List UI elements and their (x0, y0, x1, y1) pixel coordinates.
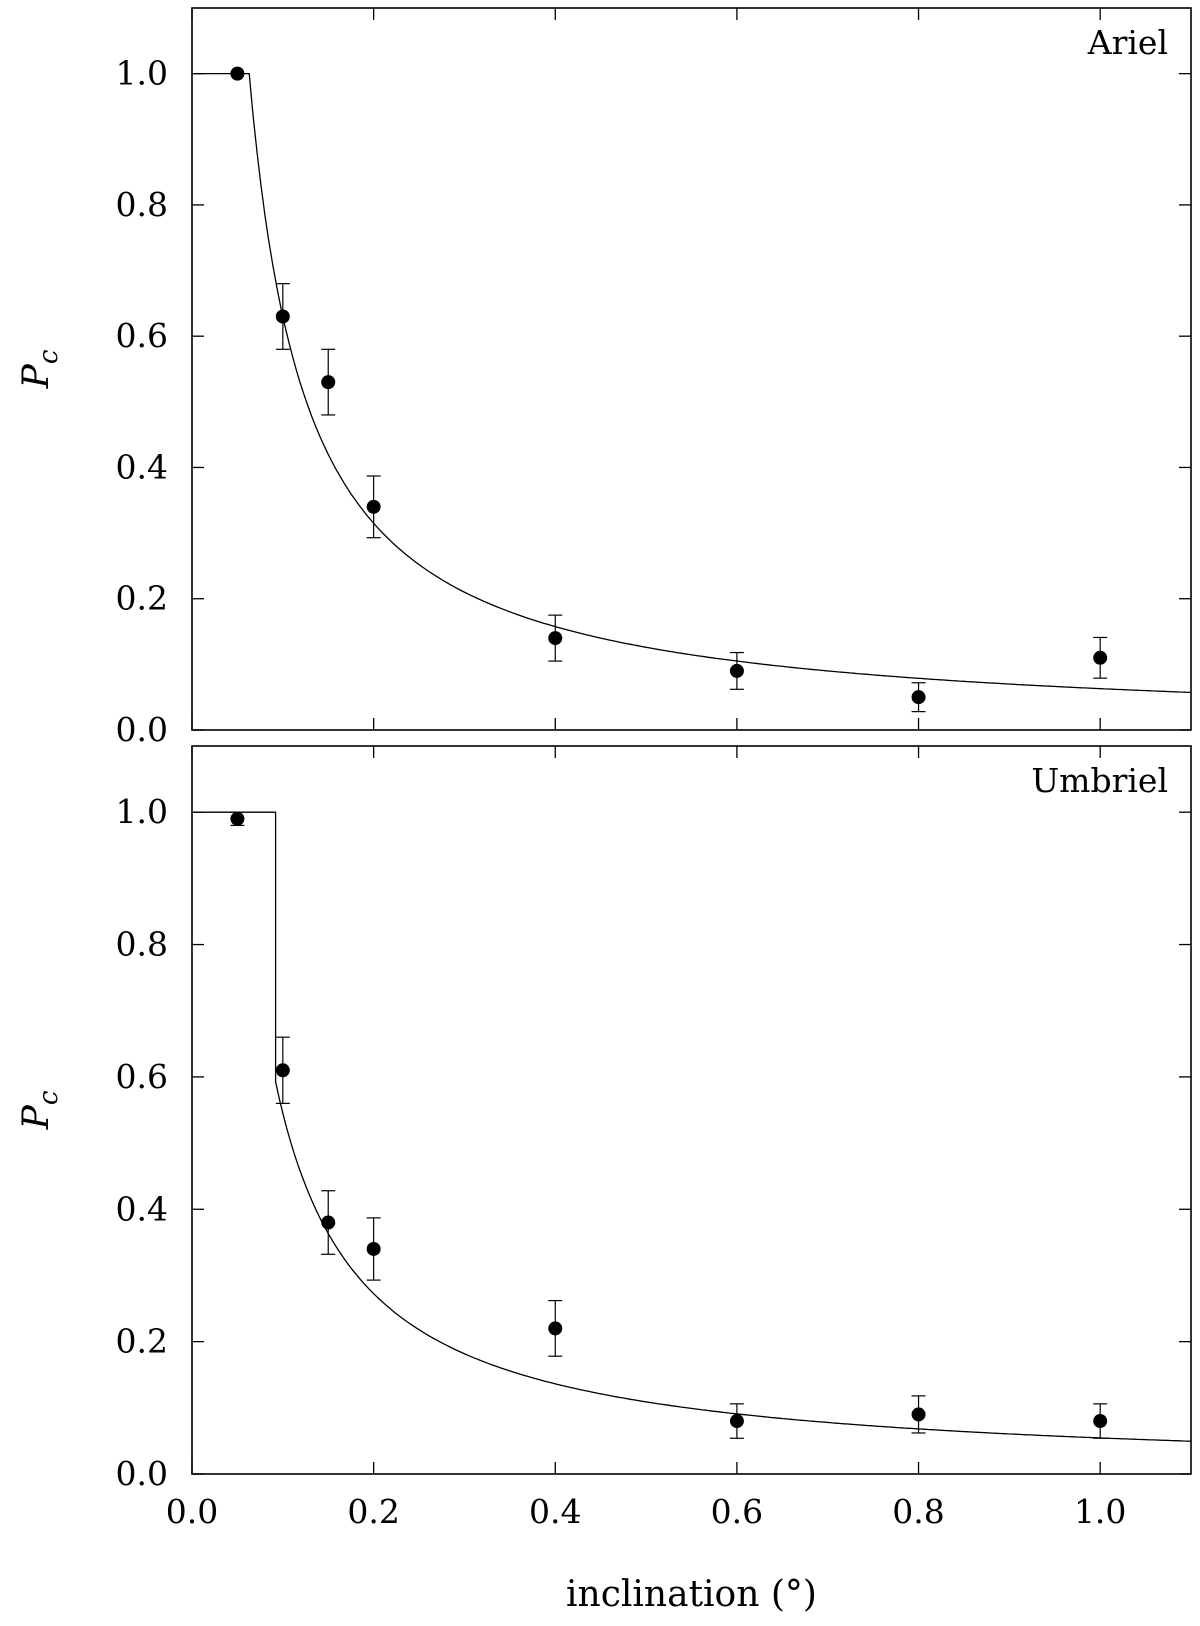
y-tick-label: 0.0 (116, 710, 168, 749)
y-tick-label: 0.4 (116, 1189, 168, 1228)
y-tick-label: 0.2 (116, 579, 168, 618)
x-tick-label: 0.2 (347, 1492, 399, 1531)
y-axis-label-symbol: P (16, 1104, 57, 1130)
x-tick-label: 1.0 (1074, 1492, 1126, 1531)
data-point (321, 1215, 336, 1230)
y-tick-label: 0.6 (116, 1057, 168, 1096)
y-tick-label: 0.6 (116, 316, 168, 355)
data-point (911, 690, 926, 705)
x-tick-label: 0.8 (892, 1492, 944, 1531)
data-point (230, 811, 245, 826)
x-tick-labels: 0.0 0.2 0.4 0.6 0.8 1.0 (166, 1492, 1127, 1531)
y-tick-label: 0.4 (116, 447, 168, 486)
data-point (1093, 1414, 1108, 1429)
panel-umbriel: 0.0 0.2 0.4 0.6 0.8 1.0 0.0 0.2 0.4 0.6 0.8 1.0 Um… (16, 745, 1192, 1615)
data-point (911, 1407, 926, 1422)
y-tick-labels: 0.0 0.2 0.4 0.6 0.8 1.0 (116, 54, 168, 749)
data-point (729, 1414, 744, 1429)
data-point (321, 375, 336, 390)
panel-ariel: 0.0 0.2 0.4 0.6 0.8 1.0 Ariel Pc (16, 7, 1192, 749)
x-tick-label: 0.6 (711, 1492, 763, 1531)
data-point (1093, 650, 1108, 665)
tick-marks (191, 8, 1191, 731)
x-axis-label: inclination (°) (566, 1574, 817, 1615)
y-tick-label: 1.0 (116, 54, 168, 93)
fit-curve (192, 72, 1192, 694)
data-point (275, 309, 290, 324)
fit-curve (192, 811, 1192, 1442)
y-axis-label-subscript: c (34, 349, 64, 364)
data-point (548, 631, 563, 646)
data-point (729, 663, 744, 678)
plot-frame (191, 745, 1192, 1475)
x-tick-label: 0.4 (529, 1492, 581, 1531)
data-point (366, 1241, 381, 1256)
y-tick-label: 0.8 (116, 925, 168, 964)
data-point (366, 499, 381, 514)
y-tick-labels: 0.0 0.2 0.4 0.6 0.8 1.0 (116, 792, 168, 1493)
y-tick-label: 0.8 (116, 185, 168, 224)
data-points (230, 811, 1108, 1439)
data-point (230, 66, 245, 81)
y-axis-label-subscript: c (34, 1090, 64, 1105)
x-tick-label: 0.0 (166, 1492, 218, 1531)
data-points (230, 66, 1108, 713)
y-tick-label: 0.0 (116, 1454, 168, 1493)
y-axis-label-symbol: P (16, 363, 57, 389)
y-tick-label: 1.0 (116, 792, 168, 831)
panel-label: Ariel (1087, 23, 1168, 62)
y-tick-label: 0.2 (116, 1322, 168, 1361)
data-point (275, 1063, 290, 1078)
data-point (548, 1321, 563, 1336)
tick-marks (191, 746, 1191, 1475)
y-axis-label: Pc (16, 1090, 64, 1130)
y-axis-label: Pc (16, 349, 64, 389)
plot-frame (191, 7, 1192, 731)
panel-label: Umbriel (1031, 761, 1168, 800)
